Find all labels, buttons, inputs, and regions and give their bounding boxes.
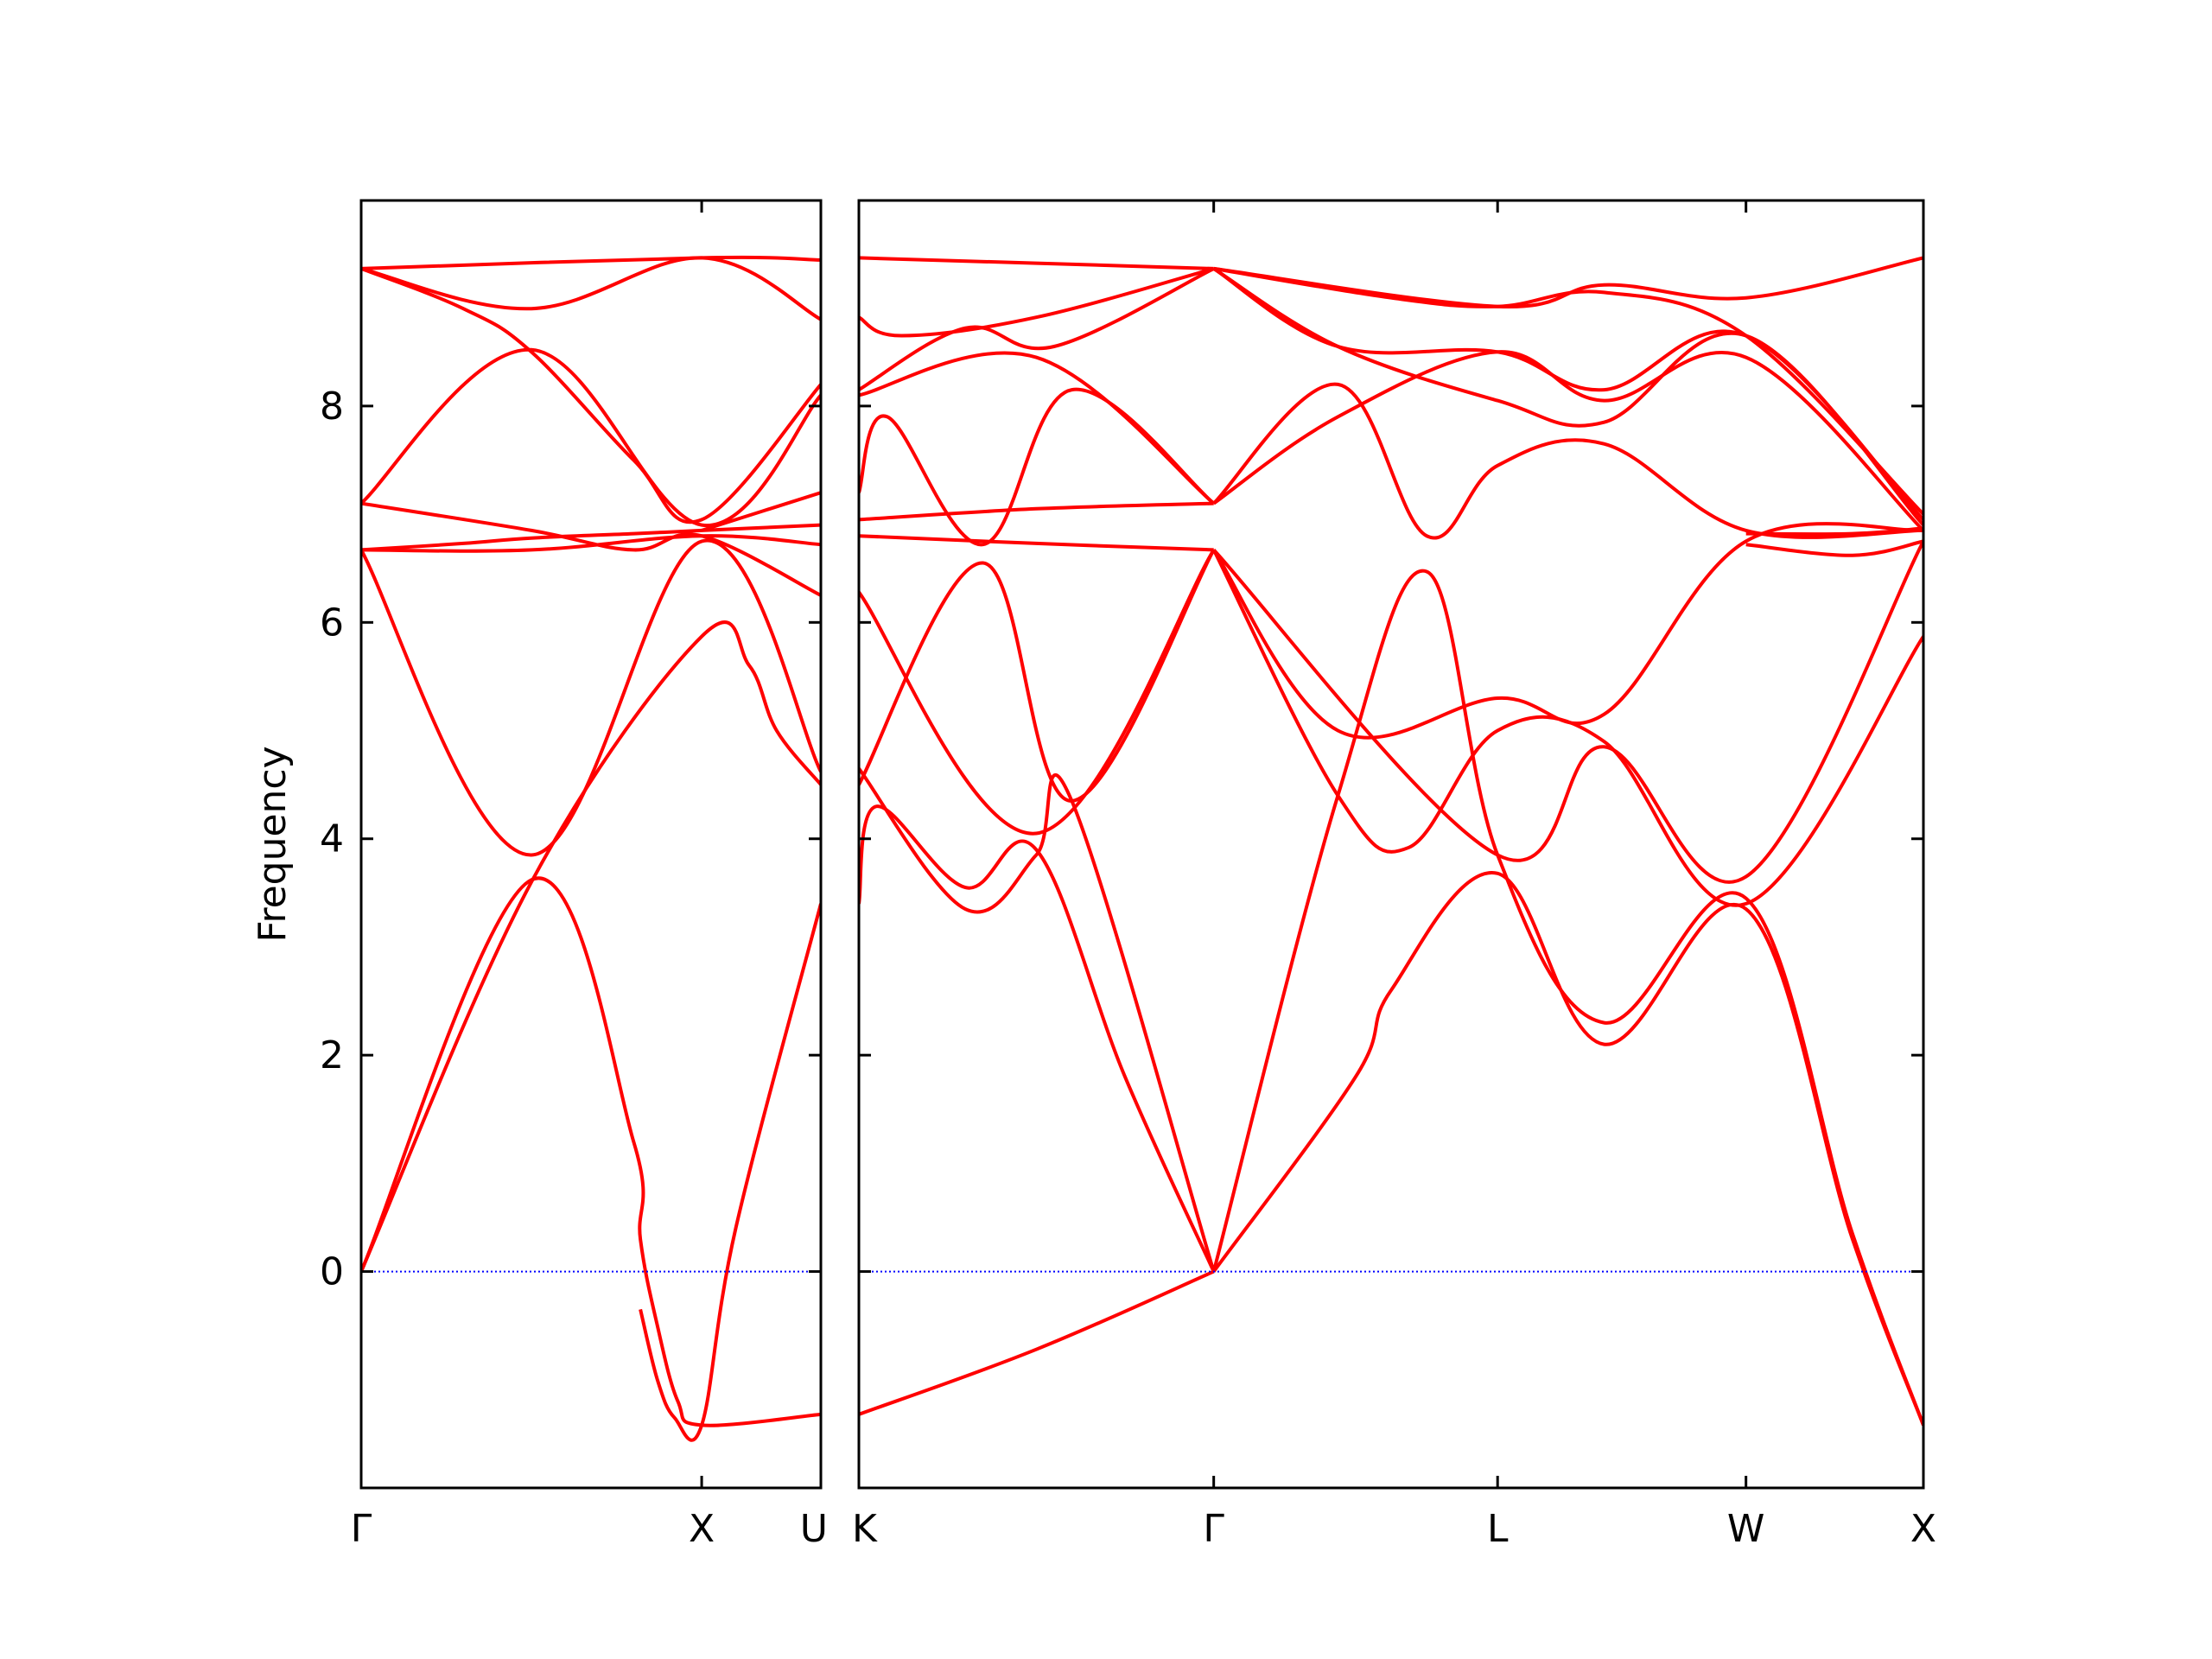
right-band-r5	[859, 549, 1216, 836]
left-band-b2	[361, 620, 821, 1273]
left-x-tick-label: X	[689, 1507, 715, 1551]
y-tick-label: 4	[320, 817, 344, 861]
right-band-r2	[859, 804, 1216, 1273]
right-band-r24	[1745, 539, 1923, 557]
right-x-tick-label: W	[1727, 1507, 1765, 1551]
y-tick-label: 2	[320, 1033, 344, 1077]
right-band-r8	[859, 387, 1215, 547]
right-band-r16	[1212, 540, 1923, 884]
right-band-r14	[1212, 871, 1923, 1427]
left-band-b1	[361, 876, 821, 1427]
left-ticks-layer: 0 2 4 6 8 Γ X U	[320, 200, 828, 1551]
right-band-r12	[859, 256, 1214, 270]
right-band-r19	[1212, 350, 1923, 532]
right-band-r1	[859, 1269, 1215, 1416]
right-band-r15	[1211, 549, 1923, 907]
right-plot-frame	[857, 199, 1925, 1490]
y-tick-label: 6	[320, 601, 344, 645]
left-band-b3	[361, 538, 821, 857]
left-band-b11	[639, 903, 821, 1442]
left-band-b9	[361, 534, 821, 553]
right-band-r3	[859, 767, 1216, 1273]
left-plot-frame	[359, 199, 823, 1490]
right-band-r11	[859, 266, 1215, 338]
right-x-tick-label: Γ	[1203, 1507, 1224, 1551]
left-band-b6	[361, 347, 821, 527]
right-band-r18	[1212, 382, 1923, 540]
right-bands-layer	[859, 256, 1923, 1427]
right-band-r4	[859, 549, 1216, 803]
right-band-r9	[859, 351, 1215, 505]
right-band-r6	[859, 534, 1214, 552]
left-panel: 0 2 4 6 8 Γ X U	[320, 199, 828, 1551]
left-x-tick-label: U	[800, 1507, 828, 1551]
right-band-r17	[1212, 522, 1923, 740]
right-band-r7	[859, 501, 1214, 522]
right-x-tick-label: X	[1910, 1507, 1936, 1551]
right-x-tick-label: L	[1487, 1507, 1509, 1551]
y-tick-label: 0	[320, 1250, 344, 1294]
right-band-r13	[1211, 569, 1923, 1427]
y-tick-label: 8	[320, 385, 344, 429]
right-x-tick-label: K	[852, 1507, 878, 1551]
right-band-r21	[1212, 267, 1923, 521]
left-band-b12	[701, 491, 821, 532]
y-axis-title: Frequency	[251, 746, 295, 942]
right-band-r25	[1745, 526, 1923, 537]
right-band-r10	[859, 267, 1215, 391]
left-band-b5	[361, 501, 821, 597]
left-band-b8	[361, 256, 821, 321]
left-band-b7	[361, 267, 821, 524]
right-band-r23	[1213, 256, 1923, 308]
left-band-b10	[361, 255, 821, 270]
left-x-tick-label: Γ	[351, 1507, 372, 1551]
left-bands-layer	[361, 255, 821, 1442]
left-band-b4	[361, 523, 821, 552]
